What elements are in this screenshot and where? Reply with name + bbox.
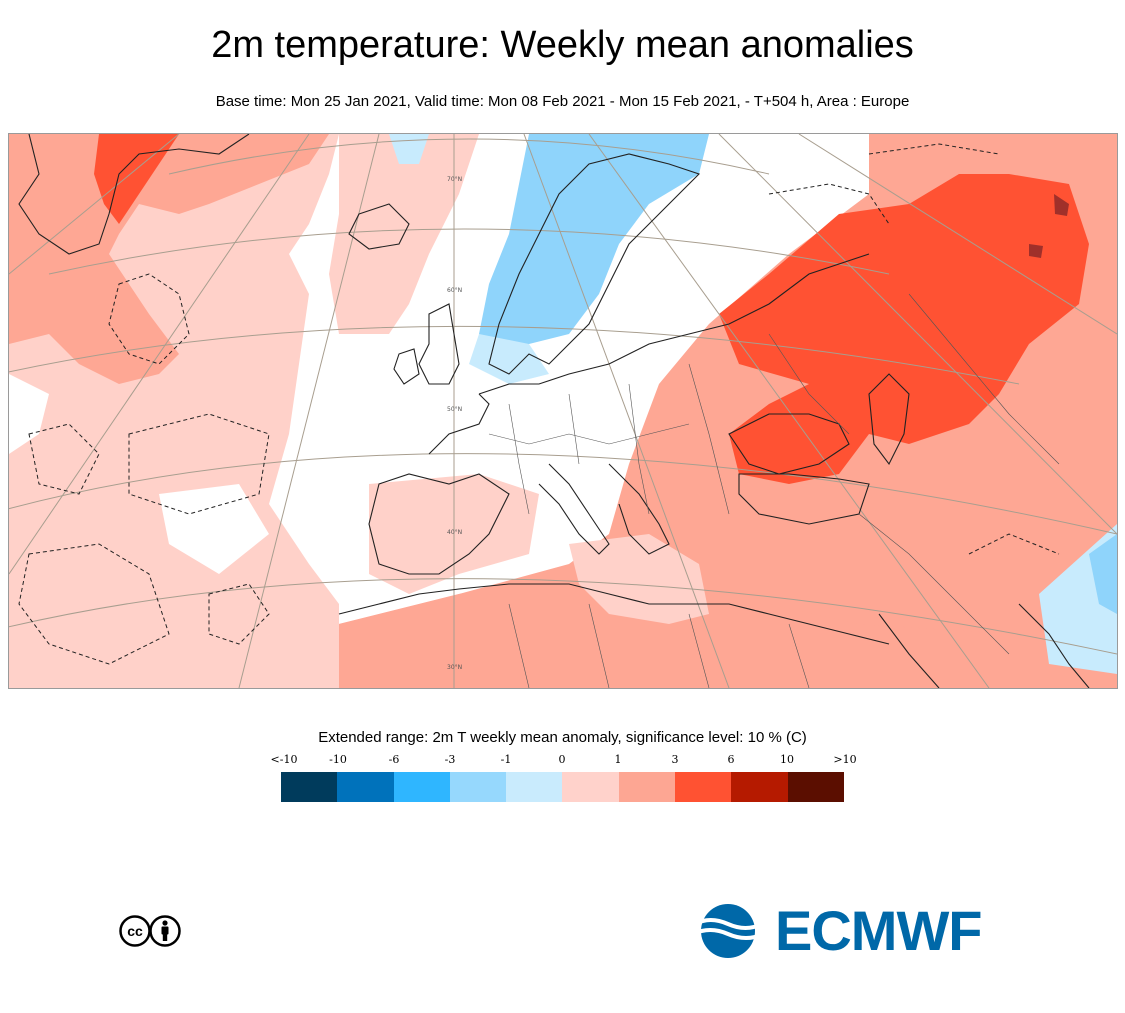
region-russia-dark-positive-1: [1054, 194, 1069, 216]
region-russia-strong-positive: [719, 174, 1089, 484]
latitude-label-40: 40°N: [447, 529, 462, 536]
legend-label: 10: [780, 753, 794, 766]
legend-label: 0: [558, 753, 566, 766]
latitude-line-50: [9, 325, 1020, 385]
region-scandinavia-moderate-negative: [479, 134, 709, 364]
legend-label: -1: [500, 753, 512, 766]
meridian-e30: [718, 134, 1117, 535]
latitude-label-70: 70°N: [447, 176, 462, 183]
meridian-e10: [523, 134, 730, 688]
legend-swatch: [787, 772, 844, 802]
meridian-w10: [238, 134, 380, 688]
meridian-e20: [588, 134, 990, 688]
coastlines: [18, 134, 1090, 688]
meridian-w20: [9, 134, 310, 575]
legend-colorbar: [281, 772, 844, 802]
region-central-med-weak-positive: [569, 534, 709, 624]
meridian-e40: [798, 134, 1117, 335]
region-iceland-weak-negative: [389, 134, 429, 164]
latitude-line-30: [9, 578, 1117, 655]
latitude-line-60: [48, 228, 890, 275]
legend-swatch: [731, 772, 788, 802]
legend-label: 3: [671, 753, 679, 766]
legend-swatch: [506, 772, 563, 802]
legend-label: -10: [329, 753, 347, 766]
legend-label: 6: [727, 753, 735, 766]
legend-label: -6: [388, 753, 400, 766]
country-borders: [488, 293, 1060, 688]
region-atlantic-neutral-1: [9, 374, 49, 454]
legend-swatch: [618, 772, 676, 802]
legend-swatch: [562, 772, 619, 802]
map-svg: 70°N 60°N 50°N 40°N 30°N: [9, 134, 1117, 688]
latitude-line-40: [9, 453, 1117, 535]
latitude-label-60: 60°N: [447, 287, 462, 294]
region-atlantic-neutral-2: [159, 484, 269, 574]
legend-swatch: [393, 772, 450, 802]
page-title: 2m temperature: Weekly mean anomalies: [211, 24, 914, 66]
legend-label: 1: [614, 753, 622, 766]
region-greenland-strong-positive: [94, 134, 179, 224]
region-middle-east-moderate-negative: [1089, 534, 1117, 614]
legend-swatch: [675, 772, 732, 802]
region-russia-dark-positive-2: [1029, 244, 1043, 258]
legend-label: >10: [833, 753, 857, 766]
latitude-labels: 70°N 60°N 50°N 40°N 30°N: [447, 176, 462, 671]
region-greenland-moderate-positive: [9, 134, 329, 384]
latitude-label-30: 30°N: [447, 664, 462, 671]
graticule: [9, 134, 1117, 688]
ecmwf-emblem-icon: [692, 904, 765, 958]
svg-text:cc: cc: [127, 923, 143, 939]
legend-swatch: [281, 772, 338, 802]
region-scandinavia-weak-negative: [469, 334, 549, 384]
legend-swatch: [337, 772, 394, 802]
legend-label: -3: [444, 753, 456, 766]
legend-labels: <-10 -10 -6 -3 -1 0 1 3 6 10 >10: [255, 753, 875, 767]
meridian-w30: [9, 134, 180, 275]
legend-title: Extended range: 2m T weekly mean anomaly…: [318, 729, 807, 746]
page-subtitle: Base time: Mon 25 Jan 2021, Valid time: …: [215, 93, 910, 110]
significance-contours: [18, 143, 1060, 665]
cc-by-icon: cc: [119, 915, 181, 947]
ecmwf-wordmark: ECMWF: [775, 899, 983, 962]
legend-swatch: [449, 772, 507, 802]
latitude-line-70: [168, 138, 770, 175]
latitude-label-50: 50°N: [447, 406, 462, 413]
legend-label: <-10: [270, 753, 298, 766]
anomaly-map: 70°N 60°N 50°N 40°N 30°N: [8, 133, 1118, 689]
